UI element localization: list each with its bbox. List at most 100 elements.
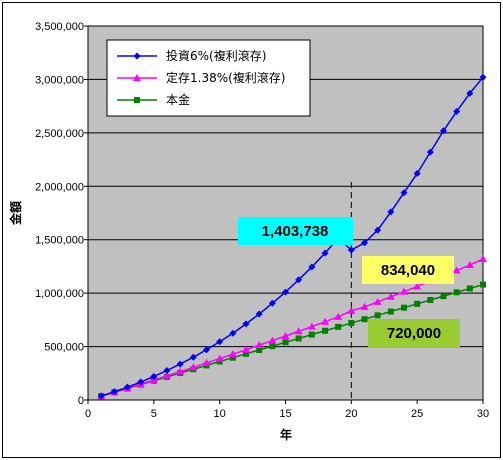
legend: 投資6%(複利滾存) 定存1.38%(複利滾存) 本金 xyxy=(106,39,311,117)
data-point-square xyxy=(282,339,289,346)
data-point-diamond xyxy=(374,226,382,234)
data-point-triangle xyxy=(307,322,316,330)
x-tick-label: 5 xyxy=(151,408,157,420)
data-point-diamond xyxy=(203,346,210,354)
data-point-triangle xyxy=(202,358,211,366)
data-point-square xyxy=(295,335,302,342)
series-group xyxy=(97,73,487,400)
data-point-square xyxy=(348,320,355,327)
data-point-square xyxy=(374,312,381,319)
y-tick-label: 3,500,000 xyxy=(35,21,84,33)
x-tick-label: 10 xyxy=(214,408,226,420)
data-point-diamond xyxy=(97,392,105,400)
data-point-diamond xyxy=(229,329,237,337)
data-point-diamond xyxy=(110,388,118,396)
x-axis-title: 年 xyxy=(280,427,292,442)
data-point-diamond xyxy=(426,148,434,156)
x-tick-label: 25 xyxy=(411,408,423,420)
callout-value: 720,000 xyxy=(387,325,441,342)
data-point-triangle xyxy=(360,302,369,310)
data-point-square xyxy=(335,323,342,330)
callout-value: 834,040 xyxy=(381,262,435,279)
data-point-square xyxy=(466,285,473,292)
data-point-square xyxy=(427,296,434,303)
data-point-diamond xyxy=(321,249,329,257)
y-tick-label: 1,000,000 xyxy=(35,288,84,300)
data-point-triangle xyxy=(228,350,237,358)
data-point-square xyxy=(401,304,407,311)
data-point-triangle xyxy=(347,306,356,314)
data-point-triangle xyxy=(294,327,303,335)
data-point-square xyxy=(269,343,276,350)
data-point-square xyxy=(229,354,236,361)
y-axis-title: 金額 xyxy=(8,201,23,226)
data-point-diamond xyxy=(347,246,355,254)
data-point-diamond xyxy=(413,169,421,177)
callout-box xyxy=(238,217,353,245)
data-point-triangle xyxy=(255,341,264,349)
data-point-triangle xyxy=(479,254,487,262)
data-point-diamond xyxy=(308,263,316,271)
data-point-square xyxy=(440,293,447,300)
y-tick-label: 0 xyxy=(78,395,84,407)
data-point-square xyxy=(480,281,486,288)
data-point-triangle xyxy=(281,331,290,339)
data-point-diamond xyxy=(150,372,158,380)
data-point-square xyxy=(361,316,368,323)
data-point-triangle xyxy=(268,336,277,344)
data-point-square xyxy=(387,308,394,315)
y-tick-label: 2,500,000 xyxy=(35,128,84,140)
data-point-diamond xyxy=(189,353,197,361)
data-point-triangle xyxy=(133,74,141,81)
y-tick-label: 500,000 xyxy=(44,342,84,354)
data-point-square xyxy=(243,350,249,357)
data-point-triangle xyxy=(334,312,343,320)
data-point-square xyxy=(308,331,315,338)
data-point-diamond xyxy=(479,73,487,81)
data-point-triangle xyxy=(176,367,185,375)
data-point-diamond xyxy=(255,310,263,318)
data-point-diamond xyxy=(387,208,395,216)
callout-box xyxy=(362,256,454,284)
y-tick-label: 3,000,000 xyxy=(35,74,84,86)
data-point-diamond xyxy=(268,299,276,307)
data-point-diamond xyxy=(137,378,145,386)
data-point-diamond xyxy=(466,89,474,97)
data-point-diamond xyxy=(453,107,461,115)
data-point-diamond xyxy=(361,239,368,247)
data-point-diamond xyxy=(176,360,184,368)
data-point-square xyxy=(134,97,140,103)
data-point-diamond xyxy=(242,320,250,328)
data-point-diamond xyxy=(282,288,289,296)
data-point-square xyxy=(322,327,328,334)
data-point-diamond xyxy=(133,52,141,60)
legend-label: 定存1.38%(複利滾存) xyxy=(166,70,286,85)
x-tick-label: 30 xyxy=(477,408,489,420)
data-point-triangle xyxy=(386,292,395,300)
data-point-triangle xyxy=(163,371,171,379)
data-point-triangle xyxy=(465,261,474,269)
data-point-square xyxy=(453,289,460,296)
data-point-diamond xyxy=(216,338,224,346)
x-tick-label: 0 xyxy=(85,408,91,420)
data-point-diamond xyxy=(400,189,408,197)
data-point-triangle xyxy=(215,354,224,362)
callout-box xyxy=(368,319,460,347)
x-tick-label: 15 xyxy=(279,408,291,420)
data-point-diamond xyxy=(440,127,447,135)
data-point-triangle xyxy=(242,345,250,353)
legend-label: 本金 xyxy=(166,92,190,107)
data-point-triangle xyxy=(373,297,382,305)
data-point-diamond xyxy=(124,383,131,391)
data-point-square xyxy=(256,346,263,353)
data-point-square xyxy=(414,300,421,307)
callout-value: 1,403,738 xyxy=(262,223,329,240)
callouts: 1,403,738 834,040 720,000 xyxy=(238,217,460,347)
data-point-triangle xyxy=(189,363,198,371)
axes: 0 500,000 1,000,000 1,500,000 2,000,000 2,500… xyxy=(35,21,489,420)
y-tick-label: 2,000,000 xyxy=(35,181,84,193)
data-point-triangle xyxy=(452,266,461,274)
legend-label: 投資6%(複利滾存) xyxy=(166,48,266,63)
x-tick-label: 20 xyxy=(345,408,357,420)
